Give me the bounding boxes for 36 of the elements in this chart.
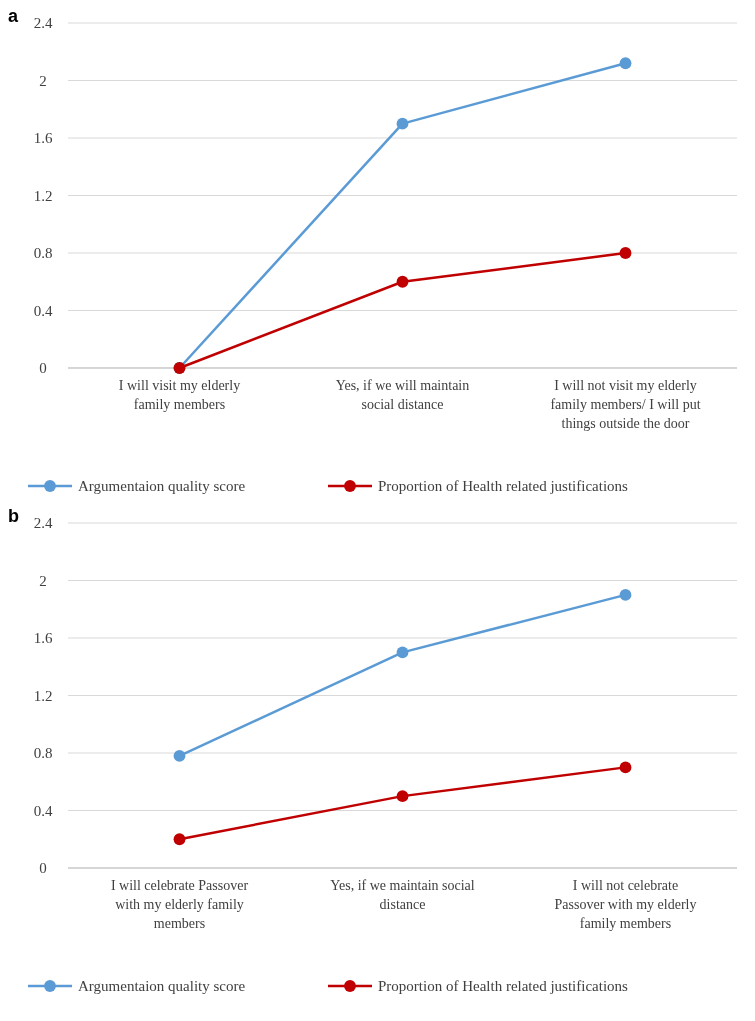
x-tick-label: I will not celebrate Passover with my elderly family members (554, 878, 697, 931)
y-tick-label: 1.6 (33, 130, 53, 147)
y-tick-label: 1.2 (33, 687, 53, 704)
point (396, 646, 409, 659)
chart-title: a (8, 6, 19, 26)
point (173, 833, 186, 846)
y-tick-label: 0.8 (33, 245, 53, 262)
x-tick-label: I will visit my elderly family members (118, 378, 241, 412)
x-tick-label: Yes, if we will maintain social distance (335, 378, 470, 412)
point (619, 57, 632, 70)
y-tick-label: 2 (39, 572, 47, 589)
y-tick-label: 0 (39, 360, 47, 377)
legend-label: Argumentaion quality score (78, 978, 246, 995)
y-tick-label: 2.4 (33, 515, 53, 532)
y-tick-label: 1.6 (33, 630, 53, 647)
y-tick-label: 2.4 (33, 15, 53, 32)
y-tick-label: 1.2 (33, 187, 53, 204)
legend-label: Argumentaion quality score (78, 478, 246, 495)
legend-label: Proportion of Health related justifications (378, 478, 629, 495)
x-tick-label: Yes, if we maintain social distance (330, 878, 475, 912)
y-tick-label: 0.4 (33, 302, 53, 319)
point (619, 588, 632, 601)
y-tick-label: 0.8 (33, 745, 53, 762)
point (173, 749, 186, 762)
point (619, 761, 632, 774)
legend-label: Proportion of Health related justifications (378, 978, 629, 995)
x-tick-label: I will celebrate Passover with my elderly family members (110, 878, 249, 931)
y-tick-label: 2 (39, 72, 47, 89)
point (396, 790, 409, 803)
chart-title: b (8, 506, 19, 526)
y-tick-label: 0 (39, 860, 47, 877)
point (619, 247, 632, 259)
point (396, 117, 409, 130)
y-tick-label: 0.4 (33, 802, 53, 819)
point (396, 275, 409, 288)
x-tick-label: I will not visit my elderly family members/ I will put things outside the door (550, 378, 701, 431)
